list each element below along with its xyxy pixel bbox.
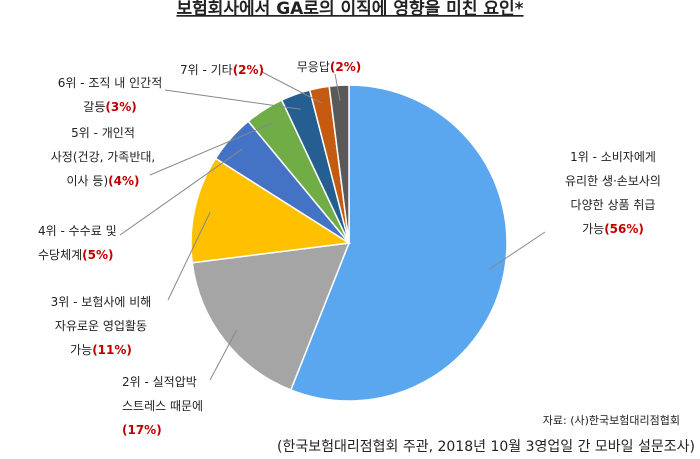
- pie-slice: [289, 84, 508, 402]
- label-line: 갈등: [83, 100, 105, 114]
- footnote: (한국보험대리점협회 주관, 2018년 10월 3영업일 간 모바일 설문조사…: [277, 439, 695, 455]
- leader-line: [488, 231, 546, 271]
- label-line: 7위 - 기타: [180, 63, 233, 77]
- label-line: 유리한 생·손보사의: [565, 174, 661, 188]
- chart-title: 보험회사에서 GA로의 이직에 영향을 미친 요인*: [176, 0, 523, 19]
- label-line: 5위 - 개인적: [71, 126, 135, 140]
- leader-line: [119, 148, 243, 236]
- label-line: 6위 - 조직 내 인간적: [58, 76, 163, 90]
- value-label: (56%): [604, 222, 644, 236]
- leader-line: [164, 89, 301, 110]
- leader-line: [334, 73, 341, 102]
- label-line: 2위 - 실적압박: [122, 375, 197, 389]
- label-line: 자유로운 영업활동: [55, 319, 147, 333]
- label-line: 가능: [70, 343, 92, 357]
- value-label: (4%): [108, 174, 139, 188]
- label-line: 4위 - 수수료 및: [38, 224, 117, 238]
- slice-label: 무응답(2%): [297, 60, 361, 74]
- label-line: 3위 - 보험사에 비해: [51, 295, 152, 309]
- source: 자료: (사)한국보험대리점협회: [543, 414, 680, 427]
- value-label: (17%): [122, 423, 162, 437]
- label-line: 가능: [582, 222, 604, 236]
- value-label: (11%): [92, 343, 132, 357]
- label-line: 수당체계: [38, 248, 82, 262]
- label-line: 사정(건강, 가족반대,: [51, 150, 155, 164]
- label-line: 이사 등): [67, 174, 109, 188]
- label-line: 무응답: [297, 60, 330, 74]
- leader-line: [149, 122, 274, 176]
- slice-label: 7위 - 기타(2%): [180, 63, 264, 77]
- label-line: 스트레스 때문에: [122, 399, 203, 413]
- pie-slice: [191, 242, 351, 391]
- leader-line: [209, 329, 238, 381]
- leader-line: [261, 71, 323, 104]
- value-label: (3%): [105, 100, 136, 114]
- pie-slice: [190, 157, 352, 264]
- pie-slice: [328, 84, 350, 244]
- leader-line: [167, 211, 211, 301]
- value-label: (2%): [330, 60, 361, 74]
- label-line: 1위 - 소비자에게: [570, 150, 656, 164]
- label-line: 다양한 상품 취급: [571, 198, 656, 212]
- value-label: (2%): [233, 63, 264, 77]
- value-label: (5%): [82, 248, 113, 262]
